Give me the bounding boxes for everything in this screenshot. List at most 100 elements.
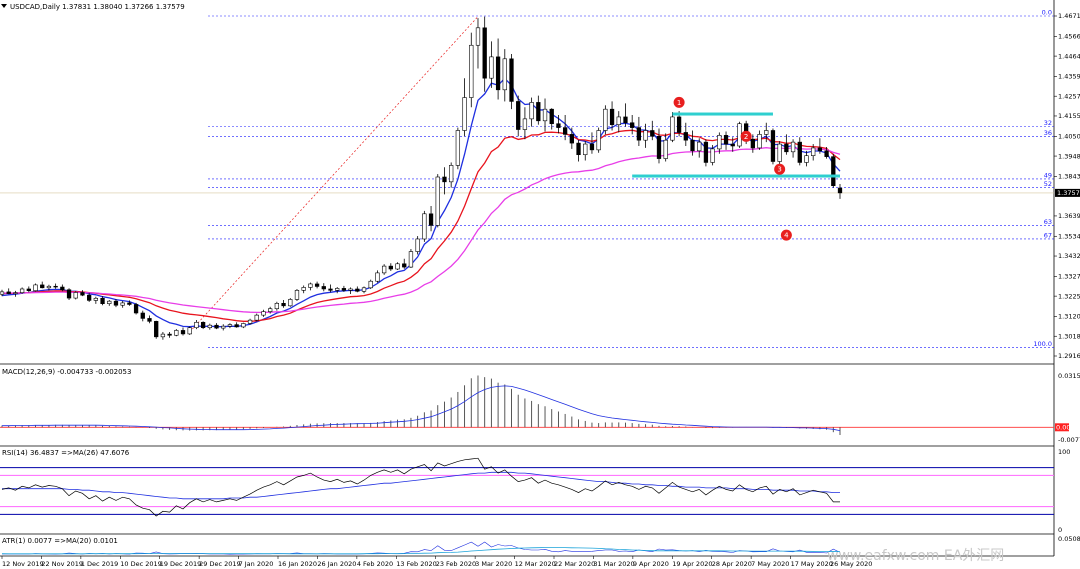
candle-body (93, 297, 98, 301)
candle-body (529, 102, 534, 120)
price-tick-label: 1.42570 (1058, 92, 1080, 100)
candle-body (66, 289, 72, 299)
candle-body (60, 286, 65, 291)
time-tick-label: 29 Dec 2019 (199, 560, 241, 568)
candle-body (194, 321, 199, 329)
candle-body (288, 299, 293, 307)
candle-body (247, 319, 253, 324)
candle-body (355, 288, 360, 292)
candle-body (495, 56, 501, 91)
candle-body (697, 141, 702, 152)
candle-body (368, 280, 373, 289)
candle-body (777, 143, 782, 162)
candle-body (26, 288, 31, 292)
panel-frames (0, 0, 1055, 557)
candle-body (603, 108, 608, 131)
candle-body (509, 58, 514, 102)
candle-body (261, 311, 266, 316)
rsi-ma-line (2, 471, 840, 500)
moving-average-line-2 (1, 129, 841, 322)
candle-body (428, 213, 434, 226)
candle-body (676, 116, 682, 133)
candle-body (120, 302, 125, 306)
candle-body (227, 324, 233, 327)
candle-body (294, 290, 300, 300)
fib-level-label: 32 (1044, 119, 1052, 127)
candle-body (542, 108, 548, 122)
candle-body (750, 138, 755, 149)
candle-body (388, 265, 393, 270)
time-tick-label: 31 Mar 2020 (593, 560, 634, 568)
rsi-title: RSI(14) 36.4837 =>MA(26) 47.6076 (2, 449, 130, 457)
time-tick-label: 22 Mar 2020 (554, 560, 595, 568)
price-tick-label: 1.38430 (1058, 173, 1080, 181)
candle-body (40, 284, 45, 289)
candle-body (100, 297, 105, 304)
candle-body (281, 303, 286, 307)
candle-body (113, 300, 119, 306)
candle-body (784, 143, 789, 153)
fib-level-label: 52 (1044, 180, 1052, 188)
atr-ma-line (1, 547, 841, 555)
candle-body (797, 141, 802, 163)
candle-body (770, 130, 776, 162)
candle-body (107, 300, 112, 304)
price-tick-label: 1.41550 (1058, 112, 1080, 120)
atr-line (1, 541, 841, 555)
triangle-down-icon[interactable] (1, 4, 7, 8)
time-tick-label: 1 Dec 2019 (81, 560, 118, 568)
candle-body (422, 213, 427, 240)
marker-circle (673, 96, 685, 108)
candle-body (167, 333, 172, 336)
time-tick-label: 9 Apr 2020 (633, 560, 669, 568)
macd-tick-label: 0.00 (1056, 423, 1070, 431)
candle-body (381, 265, 387, 274)
candlesticks (0, 16, 843, 340)
marker-label: 1 (677, 99, 681, 107)
price-tick-label: 1.40500 (1058, 133, 1080, 141)
candle-body (435, 176, 440, 226)
watermark: www.eafxw.com EA外汇网 (827, 548, 1004, 564)
candle-body (489, 56, 494, 79)
candle-body (254, 314, 259, 321)
price-tick-label: 1.43590 (1058, 73, 1080, 81)
price-tick-label: 1.35340 (1058, 232, 1080, 240)
marker-circle (774, 163, 786, 175)
candle-body (341, 288, 347, 291)
candle-body (723, 135, 729, 145)
candle-body (53, 285, 58, 288)
fib-level-label: 100.0 (1033, 340, 1052, 348)
time-tick-label: 13 Feb 2020 (396, 560, 436, 568)
fib-level-label: 36 (1044, 129, 1052, 137)
candle-body (200, 321, 206, 329)
time-tick-label: 26 Jan 2020 (317, 560, 356, 568)
fib-level-label: 0.0 (1042, 9, 1052, 17)
fib-level-label: 67 (1044, 231, 1052, 239)
marker-circle (740, 130, 752, 142)
candle-body (502, 58, 507, 91)
candle-body (549, 108, 554, 125)
price-tick-label: 1.33270 (1058, 273, 1080, 281)
candle-body (730, 143, 735, 147)
price-tick-label: 1.36390 (1058, 212, 1080, 220)
candle-body (455, 130, 461, 166)
macd-tick-label: 0.031508 (1058, 372, 1080, 380)
candle-body (174, 330, 179, 336)
candle-body (522, 118, 528, 130)
candle-body (824, 150, 829, 157)
candle-body (0, 291, 5, 295)
price-tick-label: 1.34320 (1058, 252, 1080, 260)
time-tick-label: 22 Nov 2019 (41, 560, 83, 568)
candle-body (462, 97, 467, 131)
candle-body (154, 321, 159, 338)
candle-body (80, 292, 85, 296)
candle-body (589, 143, 595, 151)
candle-body (596, 130, 601, 151)
current-price-tag: 1.37579 (1055, 188, 1080, 197)
candle-body (33, 284, 38, 292)
candle-body (19, 288, 25, 293)
candle-body (670, 116, 675, 141)
candle-body (408, 251, 414, 268)
